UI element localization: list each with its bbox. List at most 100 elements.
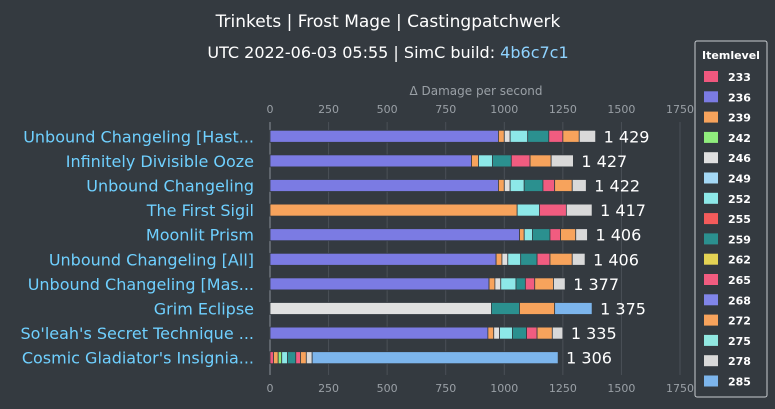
category-label[interactable]: Unbound Changeling [Hast... [23,127,254,146]
bar-segment-246[interactable] [501,252,509,266]
bar-segment-236[interactable] [269,252,497,266]
bar-segment-236[interactable] [269,179,499,192]
bar-segment-236[interactable] [269,277,490,291]
bar-segment-272[interactable] [300,351,307,365]
bar-segment-259[interactable] [520,252,538,266]
bar-segment-259[interactable] [532,228,551,242]
legend-item[interactable]: 278 [704,355,751,368]
legend-item[interactable]: 246 [704,152,751,165]
bar-segment-246[interactable] [494,277,502,291]
category-label[interactable]: Unbound Changeling [Mas... [28,275,254,294]
bar-segment-272[interactable] [529,154,552,168]
legend-item[interactable]: 259 [704,233,751,246]
bar-segment-252[interactable] [499,326,513,340]
bar-segment-259[interactable] [527,129,550,143]
bar-segment-239[interactable] [495,252,503,266]
bar-segment-236[interactable] [269,326,489,340]
legend-item[interactable]: 285 [704,375,751,389]
legend-item[interactable]: 265 [704,274,751,287]
bar-segment-285[interactable] [554,302,593,315]
x-axis-title: Δ Damage per second [409,84,542,98]
bar-segment-272[interactable] [519,302,556,315]
bar-segment-239[interactable] [498,179,505,192]
bar-segment-252[interactable] [478,154,493,168]
bar-segment-252[interactable] [516,203,540,217]
legend-item[interactable]: 255 [704,213,751,226]
bar-segment-236[interactable] [269,228,520,242]
bar-segment-272[interactable] [560,228,577,242]
legend-item[interactable]: 262 [704,253,751,267]
bar-segment-278[interactable] [553,277,566,291]
category-label[interactable]: Grim Eclipse [154,300,254,319]
bar-segment-259[interactable] [492,154,512,168]
legend-item[interactable]: 249 [704,172,751,186]
bar-segment-265[interactable] [524,277,536,291]
bar-segment-252[interactable] [523,228,533,242]
category-label[interactable]: Unbound Changeling [All] [49,250,254,269]
legend-item[interactable]: 252 [704,192,751,206]
bar-segment-278[interactable] [551,326,564,340]
bar-segment-239[interactable] [488,277,496,291]
bar-segment-239[interactable] [269,203,518,217]
category-label[interactable]: Infinitely Divisible Ooze [66,152,254,171]
bar-segment-252[interactable] [500,277,517,291]
bar-segment-278[interactable] [571,252,586,266]
legend-item[interactable]: 239 [704,111,751,125]
category-label[interactable]: Moonlit Prism [146,226,254,245]
category-label[interactable]: Cosmic Gladiator's Insignia... [22,349,254,368]
bar-segment-278[interactable] [305,351,313,365]
bar-segment-265[interactable] [539,203,567,217]
bar-segment-252[interactable] [509,129,529,143]
bar-segment-252[interactable] [281,351,288,365]
bar-segment-259[interactable] [512,326,527,340]
bar-segment-278[interactable] [565,203,593,217]
bar-segment-259[interactable] [490,302,520,315]
bar-segment-246[interactable] [503,179,511,192]
category-label[interactable]: So'leah's Secret Technique ... [20,324,254,343]
bar-segment-252[interactable] [509,179,525,192]
bar-segment-278[interactable] [575,228,588,242]
legend-item[interactable]: 242 [704,131,751,145]
bar-segment-259[interactable] [515,277,526,291]
bar-segment-239[interactable] [487,326,495,340]
bar-segment-233[interactable] [269,351,274,365]
bar-segment-265[interactable] [510,154,531,168]
bar-segment-239[interactable] [498,129,505,143]
bar-segment-265[interactable] [548,129,564,143]
bar-segment-265[interactable] [526,326,538,340]
bar-segment-278[interactable] [571,179,587,192]
bar-segment-239[interactable] [471,154,479,168]
bar-segment-259[interactable] [523,179,544,192]
bar-segment-278[interactable] [578,129,597,143]
bar-segment-236[interactable] [269,129,499,143]
bar-segment-285[interactable] [311,351,559,365]
legend-item[interactable]: 233 [704,71,751,84]
bar-segment-246[interactable] [269,302,492,315]
bar-segment-265[interactable] [542,179,556,192]
bar-segment-265[interactable] [536,252,551,266]
bar-segment-246[interactable] [493,326,501,340]
bar-segment-239[interactable] [273,351,279,365]
legend-item[interactable]: 272 [704,314,751,328]
bar-segment-278[interactable] [550,154,574,168]
bar-segment-272[interactable] [549,252,573,266]
legend-item[interactable]: 275 [704,334,751,348]
bar-segment-242[interactable] [277,351,283,365]
simc-build-link[interactable]: 4b6c7c1 [500,43,568,62]
bar-segment-272[interactable] [536,326,553,340]
bar-segment-252[interactable] [507,252,522,266]
category-label[interactable]: The First Sigil [146,201,254,220]
bar-segment-236[interactable] [269,154,472,168]
bar-segment-265[interactable] [295,351,301,365]
bar-segment-265[interactable] [549,228,561,242]
bar-segment-272[interactable] [554,179,573,192]
bar-segment-272[interactable] [534,277,554,291]
bar-segment-246[interactable] [503,129,511,143]
bar-segment-272[interactable] [562,129,580,143]
category-label[interactable]: Unbound Changeling [86,177,254,196]
legend-item[interactable]: 236 [704,91,751,104]
legend-item[interactable]: 268 [704,294,751,307]
bar-segment-239[interactable] [519,228,525,242]
bar-segment-259[interactable] [287,351,297,365]
